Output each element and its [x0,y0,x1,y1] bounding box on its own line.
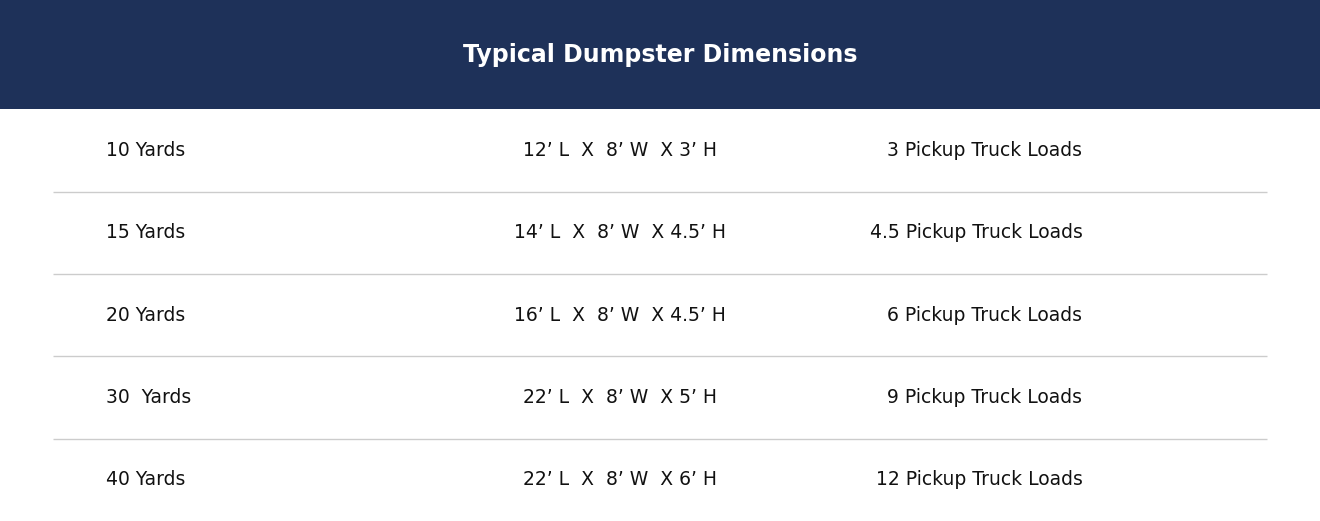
Text: 30  Yards: 30 Yards [106,388,191,407]
Text: 12’ L  X  8’ W  X 3’ H: 12’ L X 8’ W X 3’ H [524,141,717,160]
Text: 40 Yards: 40 Yards [106,470,185,489]
Text: 16’ L  X  8’ W  X 4.5’ H: 16’ L X 8’ W X 4.5’ H [515,306,726,325]
Text: 3 Pickup Truck Loads: 3 Pickup Truck Loads [887,141,1082,160]
Text: Typical Dumpster Dimensions: Typical Dumpster Dimensions [463,43,857,67]
Text: 15 Yards: 15 Yards [106,224,185,242]
Text: 9 Pickup Truck Loads: 9 Pickup Truck Loads [887,388,1082,407]
Text: 12 Pickup Truck Loads: 12 Pickup Truck Loads [875,470,1082,489]
Text: 14’ L  X  8’ W  X 4.5’ H: 14’ L X 8’ W X 4.5’ H [515,224,726,242]
FancyBboxPatch shape [0,0,1320,109]
Text: 6 Pickup Truck Loads: 6 Pickup Truck Loads [887,306,1082,325]
Text: 22’ L  X  8’ W  X 6’ H: 22’ L X 8’ W X 6’ H [524,470,717,489]
Text: 20 Yards: 20 Yards [106,306,185,325]
Text: 4.5 Pickup Truck Loads: 4.5 Pickup Truck Loads [870,224,1082,242]
Text: 22’ L  X  8’ W  X 5’ H: 22’ L X 8’ W X 5’ H [524,388,717,407]
Text: 10 Yards: 10 Yards [106,141,185,160]
